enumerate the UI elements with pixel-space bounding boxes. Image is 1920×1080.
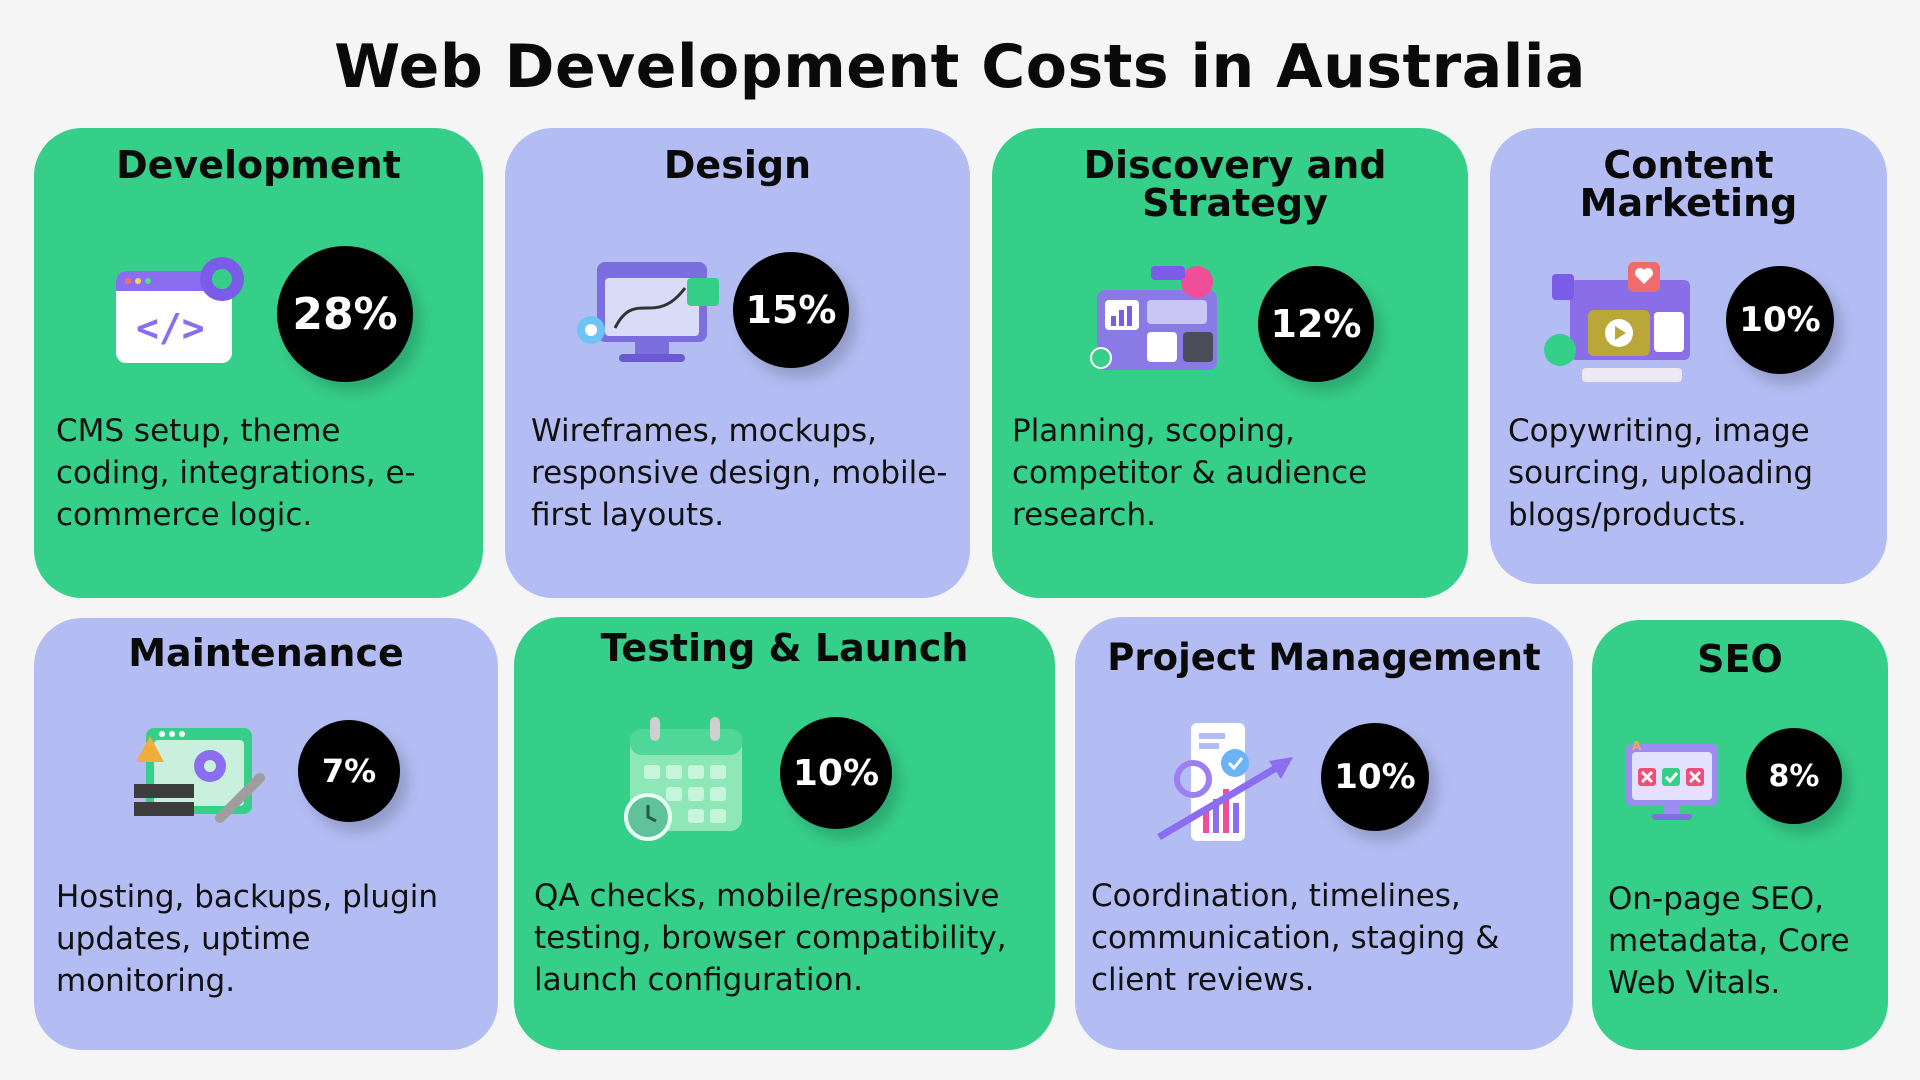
card-description: CMS setup, theme coding, integrations, e…	[56, 413, 416, 533]
card-content-marketing: Content Marketing 10% Copywriting, image…	[1490, 128, 1887, 584]
card-description: Copywriting, image sourcing, uploading b…	[1508, 413, 1814, 533]
calendar-clock-icon	[624, 717, 742, 841]
card-description: Coordination, timelines, communication, …	[1091, 878, 1500, 998]
card-title: SEO	[1697, 637, 1783, 681]
maintenance-tools-icon	[134, 728, 265, 823]
card-testing-launch: Testing & Launch 10% QA checks, mobile/r…	[514, 617, 1055, 1050]
percent-badge: 10%	[1321, 723, 1429, 831]
code-window-gear-icon: </>	[116, 257, 244, 363]
card-design: Design 15% Wireframes, mockups, responsi…	[505, 128, 970, 598]
card-discovery-strategy: Discovery and Strategy 12% Planning, sco…	[992, 128, 1468, 598]
card-project-management: Project Management 10% Coordination, tim…	[1075, 617, 1573, 1050]
percent-badge: 7%	[298, 720, 400, 822]
seo-monitor-icon: A	[1626, 739, 1718, 820]
card-title: Discovery and Strategy	[1083, 143, 1387, 225]
svg-text:</>: </>	[136, 306, 205, 350]
card-maintenance: Maintenance 7% Hosting, backups, plugin …	[34, 618, 498, 1050]
strategy-dashboard-icon	[1090, 266, 1217, 370]
card-title: Testing & Launch	[600, 626, 969, 670]
percent-badge: 28%	[277, 246, 413, 382]
card-description: Hosting, backups, plugin updates, uptime…	[56, 879, 439, 999]
content-media-icon	[1544, 262, 1690, 382]
card-description: Wireframes, mockups, responsive design, …	[531, 413, 948, 533]
card-seo: SEO A 8% On-page SEO, metadata, Core Web…	[1592, 620, 1888, 1050]
card-title: Maintenance	[128, 631, 404, 675]
percent-badge: 8%	[1746, 728, 1842, 824]
card-description: On-page SEO, metadata, Core Web Vitals.	[1608, 881, 1850, 1001]
card-description: Planning, scoping, competitor & audience…	[1012, 413, 1368, 533]
growth-chart-icon	[1157, 723, 1293, 841]
card-title: Project Management	[1107, 636, 1541, 679]
percent-badge: 15%	[733, 252, 849, 368]
percent-badge: 12%	[1258, 266, 1374, 382]
svg-text:A: A	[1632, 739, 1642, 753]
percent-badge: 10%	[1726, 266, 1834, 374]
design-monitor-icon	[577, 262, 719, 362]
card-title: Content Marketing	[1579, 143, 1798, 225]
card-title: Development	[116, 143, 401, 187]
card-development: Development </> 28% CMS setup, theme cod…	[34, 128, 483, 598]
card-title: Design	[663, 143, 812, 187]
card-description: QA checks, mobile/responsive testing, br…	[534, 878, 1007, 998]
percent-badge: 10%	[780, 717, 892, 829]
page-title: Web Development Costs in Australia	[334, 32, 1586, 102]
